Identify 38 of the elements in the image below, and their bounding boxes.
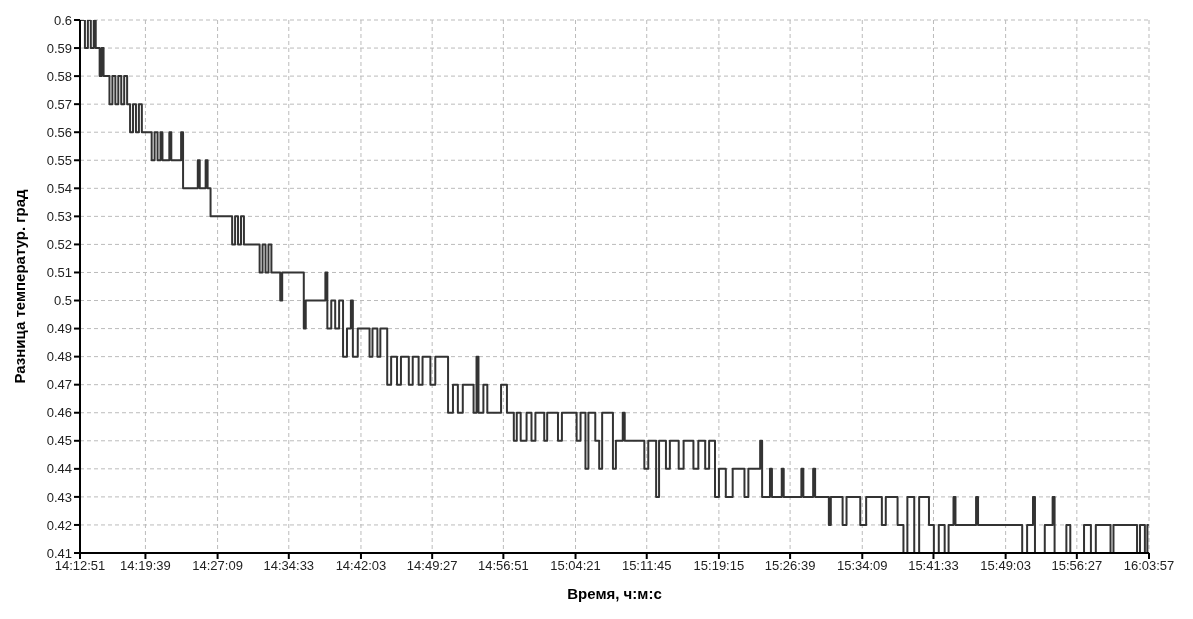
y-tick-label: 0.43 [46,489,72,505]
y-tick-label: 0.49 [46,321,72,337]
y-tick-label: 0.55 [46,152,72,168]
y-tick-label: 0.6 [53,12,72,28]
x-axis-title: Время, ч:м:с [567,585,662,602]
x-tick-label: 14:42:03 [335,558,387,574]
y-tick-label: 0.41 [46,545,72,561]
x-tick-label: 15:26:39 [764,558,816,574]
y-tick-label: 0.45 [46,433,72,449]
y-tick-label: 0.57 [46,96,72,112]
y-tick-label: 0.58 [46,68,72,84]
x-tick-label: 14:34:33 [263,558,315,574]
x-tick-label: 14:56:51 [478,558,529,574]
x-tick-label: 15:56:27 [1051,558,1103,574]
y-axis-title: Разница температур. град [11,188,29,384]
y-tick-label: 0.54 [46,180,72,196]
x-tick-label: 14:12:51 [54,558,106,574]
y-tick-label: 0.48 [46,349,72,365]
x-tick-label: 15:11:45 [621,558,672,574]
y-tick-label: 0.46 [46,405,72,421]
x-tick-label: 15:41:33 [908,558,959,574]
x-tick-label: 15:19:15 [693,558,745,574]
y-tick-label: 0.44 [46,461,72,477]
y-tick-label: 0.47 [46,377,72,393]
y-tick-label: 0.42 [46,517,72,533]
x-tick-label: 14:49:27 [406,558,458,574]
y-tick-label: 0.5 [53,293,72,309]
x-tick-label: 16:03:57 [1123,558,1175,574]
y-tick-label: 0.53 [46,208,72,224]
y-tick-label: 0.56 [46,124,72,140]
x-tick-label: 14:19:39 [120,558,171,574]
y-tick-label: 0.51 [46,265,72,281]
x-tick-label: 14:27:09 [192,558,243,574]
x-tick-label: 15:04:21 [550,558,601,574]
x-tick-label: 15:34:09 [836,558,888,574]
y-tick-label: 0.59 [46,40,72,56]
y-tick-label: 0.52 [46,237,72,253]
x-tick-label: 15:49:03 [980,558,1031,574]
